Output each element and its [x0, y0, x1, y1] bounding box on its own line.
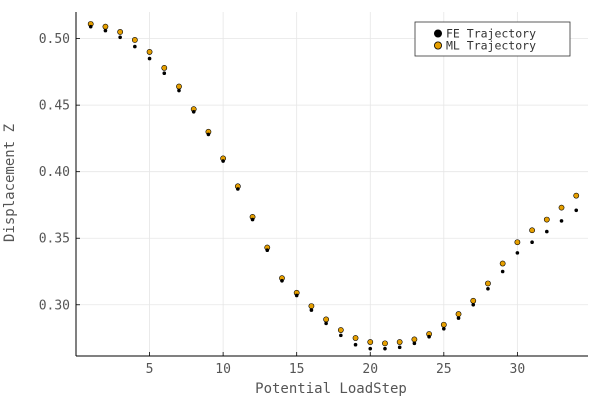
- y-tick-label: 0.45: [39, 99, 70, 114]
- ml-trajectory-point: [176, 83, 182, 90]
- ml-trajectory-point: [470, 297, 477, 304]
- points-layer: [87, 21, 580, 351]
- legend-box: [414, 21, 571, 57]
- y-tick-label: 0.35: [39, 232, 70, 247]
- y-tick-label: 0.50: [39, 32, 70, 47]
- ml-trajectory-point: [146, 49, 153, 55]
- fe-trajectory-point: [559, 219, 564, 223]
- fe-trajectory-point: [353, 342, 358, 347]
- fe-trajectory-point: [236, 187, 240, 191]
- fe-trajectory-point: [412, 341, 417, 346]
- y-tick-label: 0.30: [39, 298, 70, 313]
- fe-trajectory-point: [456, 316, 461, 320]
- fe-trajectory-point: [88, 24, 93, 29]
- ml-trajectory-point: [102, 23, 109, 30]
- ml-trajectory-point: [367, 339, 374, 345]
- fe-trajectory-point: [118, 35, 122, 40]
- x-tick-label: 20: [362, 362, 378, 377]
- ml-trajectory-point: [131, 37, 138, 43]
- fe-trajectory-point: [265, 248, 270, 253]
- fe-trajectory-point: [294, 293, 299, 298]
- fe-trajectory-point: [309, 308, 314, 312]
- fe-trajectory-point: [324, 321, 328, 326]
- fe-trajectory-point: [177, 88, 181, 93]
- ml-trajectory-point: [499, 260, 506, 267]
- ml-trajectory-point: [485, 280, 491, 287]
- y-axis-title: Displacement Z: [2, 124, 18, 242]
- fe-trajectory-point: [442, 326, 446, 331]
- fe-trajectory-point: [280, 279, 284, 283]
- fe-trajectory-point: [427, 334, 431, 339]
- ml-trajectory-point: [543, 216, 550, 223]
- fe-trajectory-point: [103, 28, 108, 33]
- fe-trajectory-point: [397, 345, 402, 350]
- fe-trajectory-point: [339, 333, 343, 338]
- ml-trajectory-point: [117, 29, 124, 35]
- ml-trajectory-point: [573, 192, 580, 199]
- fe-trajectory-point: [133, 44, 137, 49]
- x-tick-label: 5: [146, 362, 154, 377]
- ml-trajectory-point: [323, 316, 330, 323]
- fe-trajectory-point: [368, 346, 373, 351]
- y-tick-label: 0.40: [39, 165, 70, 180]
- legend-marker-fe: [433, 29, 442, 38]
- ml-trajectory-point: [382, 340, 388, 347]
- ml-trajectory-point: [308, 303, 315, 309]
- ml-trajectory-point: [396, 339, 403, 345]
- tick-labels: 5 10 15 20 25 30 0.30 0.35 0.40 0.45 0.50: [39, 32, 526, 377]
- legend: FE Trajectory ML Trajectory: [414, 21, 571, 57]
- x-tick-label: 30: [510, 362, 526, 377]
- fe-trajectory-point: [162, 71, 167, 76]
- fe-trajectory-point: [515, 251, 520, 255]
- fe-trajectory-point: [486, 286, 490, 291]
- fe-trajectory-point: [206, 132, 211, 137]
- fe-trajectory-point: [250, 217, 255, 222]
- ml-trajectory-point: [352, 335, 359, 341]
- ml-trajectory-point: [411, 336, 418, 343]
- fe-trajectory-point: [574, 208, 579, 213]
- grid-layer: [76, 12, 588, 356]
- x-tick-label: 15: [289, 362, 305, 377]
- fe-trajectory-point: [545, 229, 549, 234]
- axis-layer: [75, 12, 588, 357]
- ml-trajectory-point: [161, 64, 168, 71]
- legend-marker-ml: [433, 41, 442, 50]
- fe-trajectory-point: [383, 346, 387, 351]
- x-tick-label: 10: [215, 362, 231, 377]
- ml-trajectory-point: [558, 204, 565, 211]
- fe-trajectory-point: [147, 56, 152, 61]
- ml-trajectory-point: [337, 327, 344, 333]
- x-axis-title: Potential LoadStep: [255, 381, 407, 397]
- ml-trajectory-point: [514, 239, 521, 246]
- fe-trajectory-point: [191, 110, 196, 114]
- x-tick-label: 25: [436, 362, 452, 377]
- fe-trajectory-point: [500, 269, 505, 274]
- ml-trajectory-point: [440, 321, 447, 328]
- legend-label-fe: FE Trajectory: [446, 27, 536, 41]
- legend-label-ml: ML Trajectory: [446, 39, 536, 53]
- ml-trajectory-point: [529, 227, 535, 234]
- fe-trajectory-point: [471, 302, 476, 307]
- fe-trajectory-point: [530, 240, 534, 245]
- ml-trajectory-point: [455, 311, 462, 317]
- fe-trajectory-point: [221, 159, 225, 163]
